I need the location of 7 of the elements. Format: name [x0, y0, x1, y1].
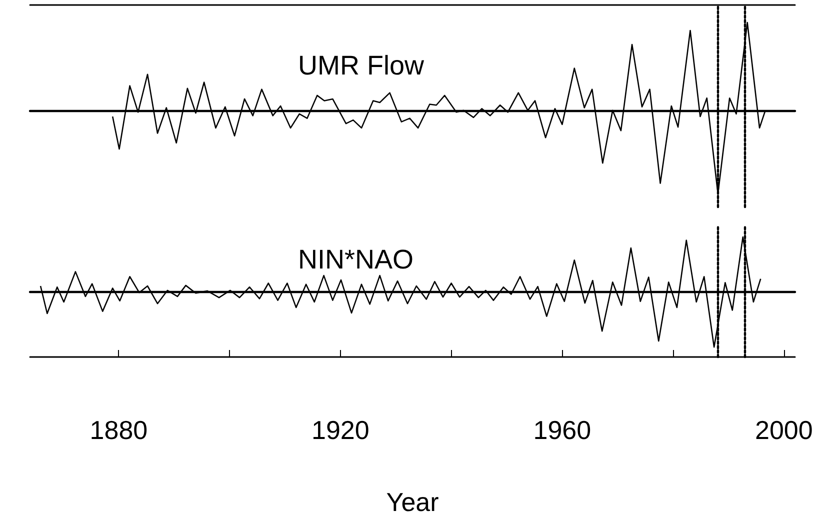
x-axis-title: Year — [386, 487, 440, 517]
x-tick-label: 1920 — [312, 415, 370, 445]
series-label: UMR Flow — [298, 50, 424, 80]
x-tick-label: 1880 — [90, 415, 148, 445]
x-tick-label: 2000 — [754, 415, 813, 445]
x-tick-label: 1960 — [533, 415, 592, 445]
series-label: NIN*NAO — [298, 244, 414, 274]
